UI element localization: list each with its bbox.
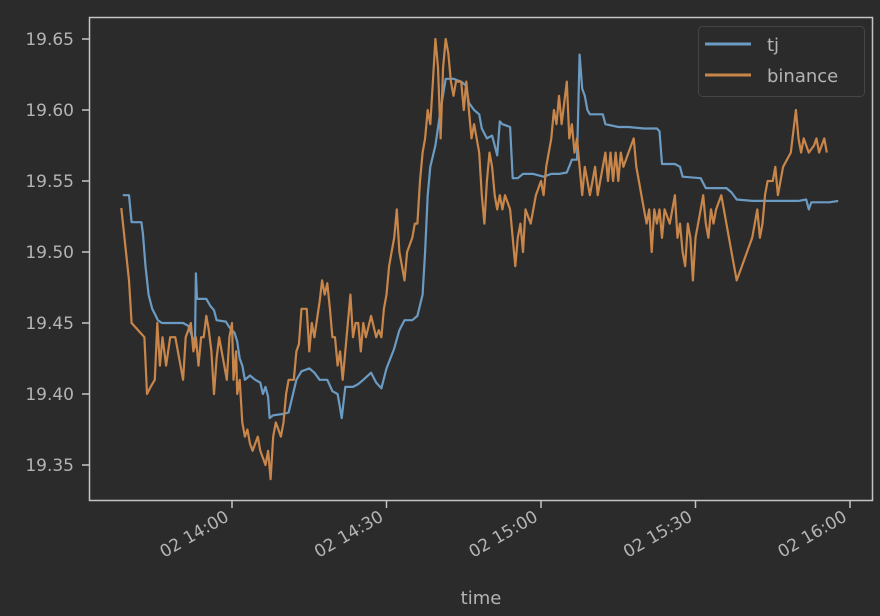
y-tick-label: 19.65 <box>25 30 74 50</box>
y-tick-label: 19.50 <box>25 243 74 263</box>
legend-label-tj: tj <box>767 35 779 56</box>
y-tick-label: 19.55 <box>25 172 74 192</box>
plot-frame <box>88 16 874 502</box>
y-tick-label: 19.60 <box>25 101 74 121</box>
series-line-tj <box>122 53 839 420</box>
y-axis: 19.35 19.40 19.45 19.50 19.55 19.60 19.65 <box>25 30 90 476</box>
y-tick-label: 19.40 <box>25 385 74 405</box>
legend: tj binance <box>698 26 865 97</box>
series-line-binance <box>120 37 828 481</box>
series-layer <box>120 37 839 481</box>
y-tick-label: 19.45 <box>25 314 74 334</box>
legend-label-binance: binance <box>767 66 838 87</box>
y-tick-label: 19.35 <box>25 456 74 476</box>
x-axis-label: time <box>461 588 502 609</box>
